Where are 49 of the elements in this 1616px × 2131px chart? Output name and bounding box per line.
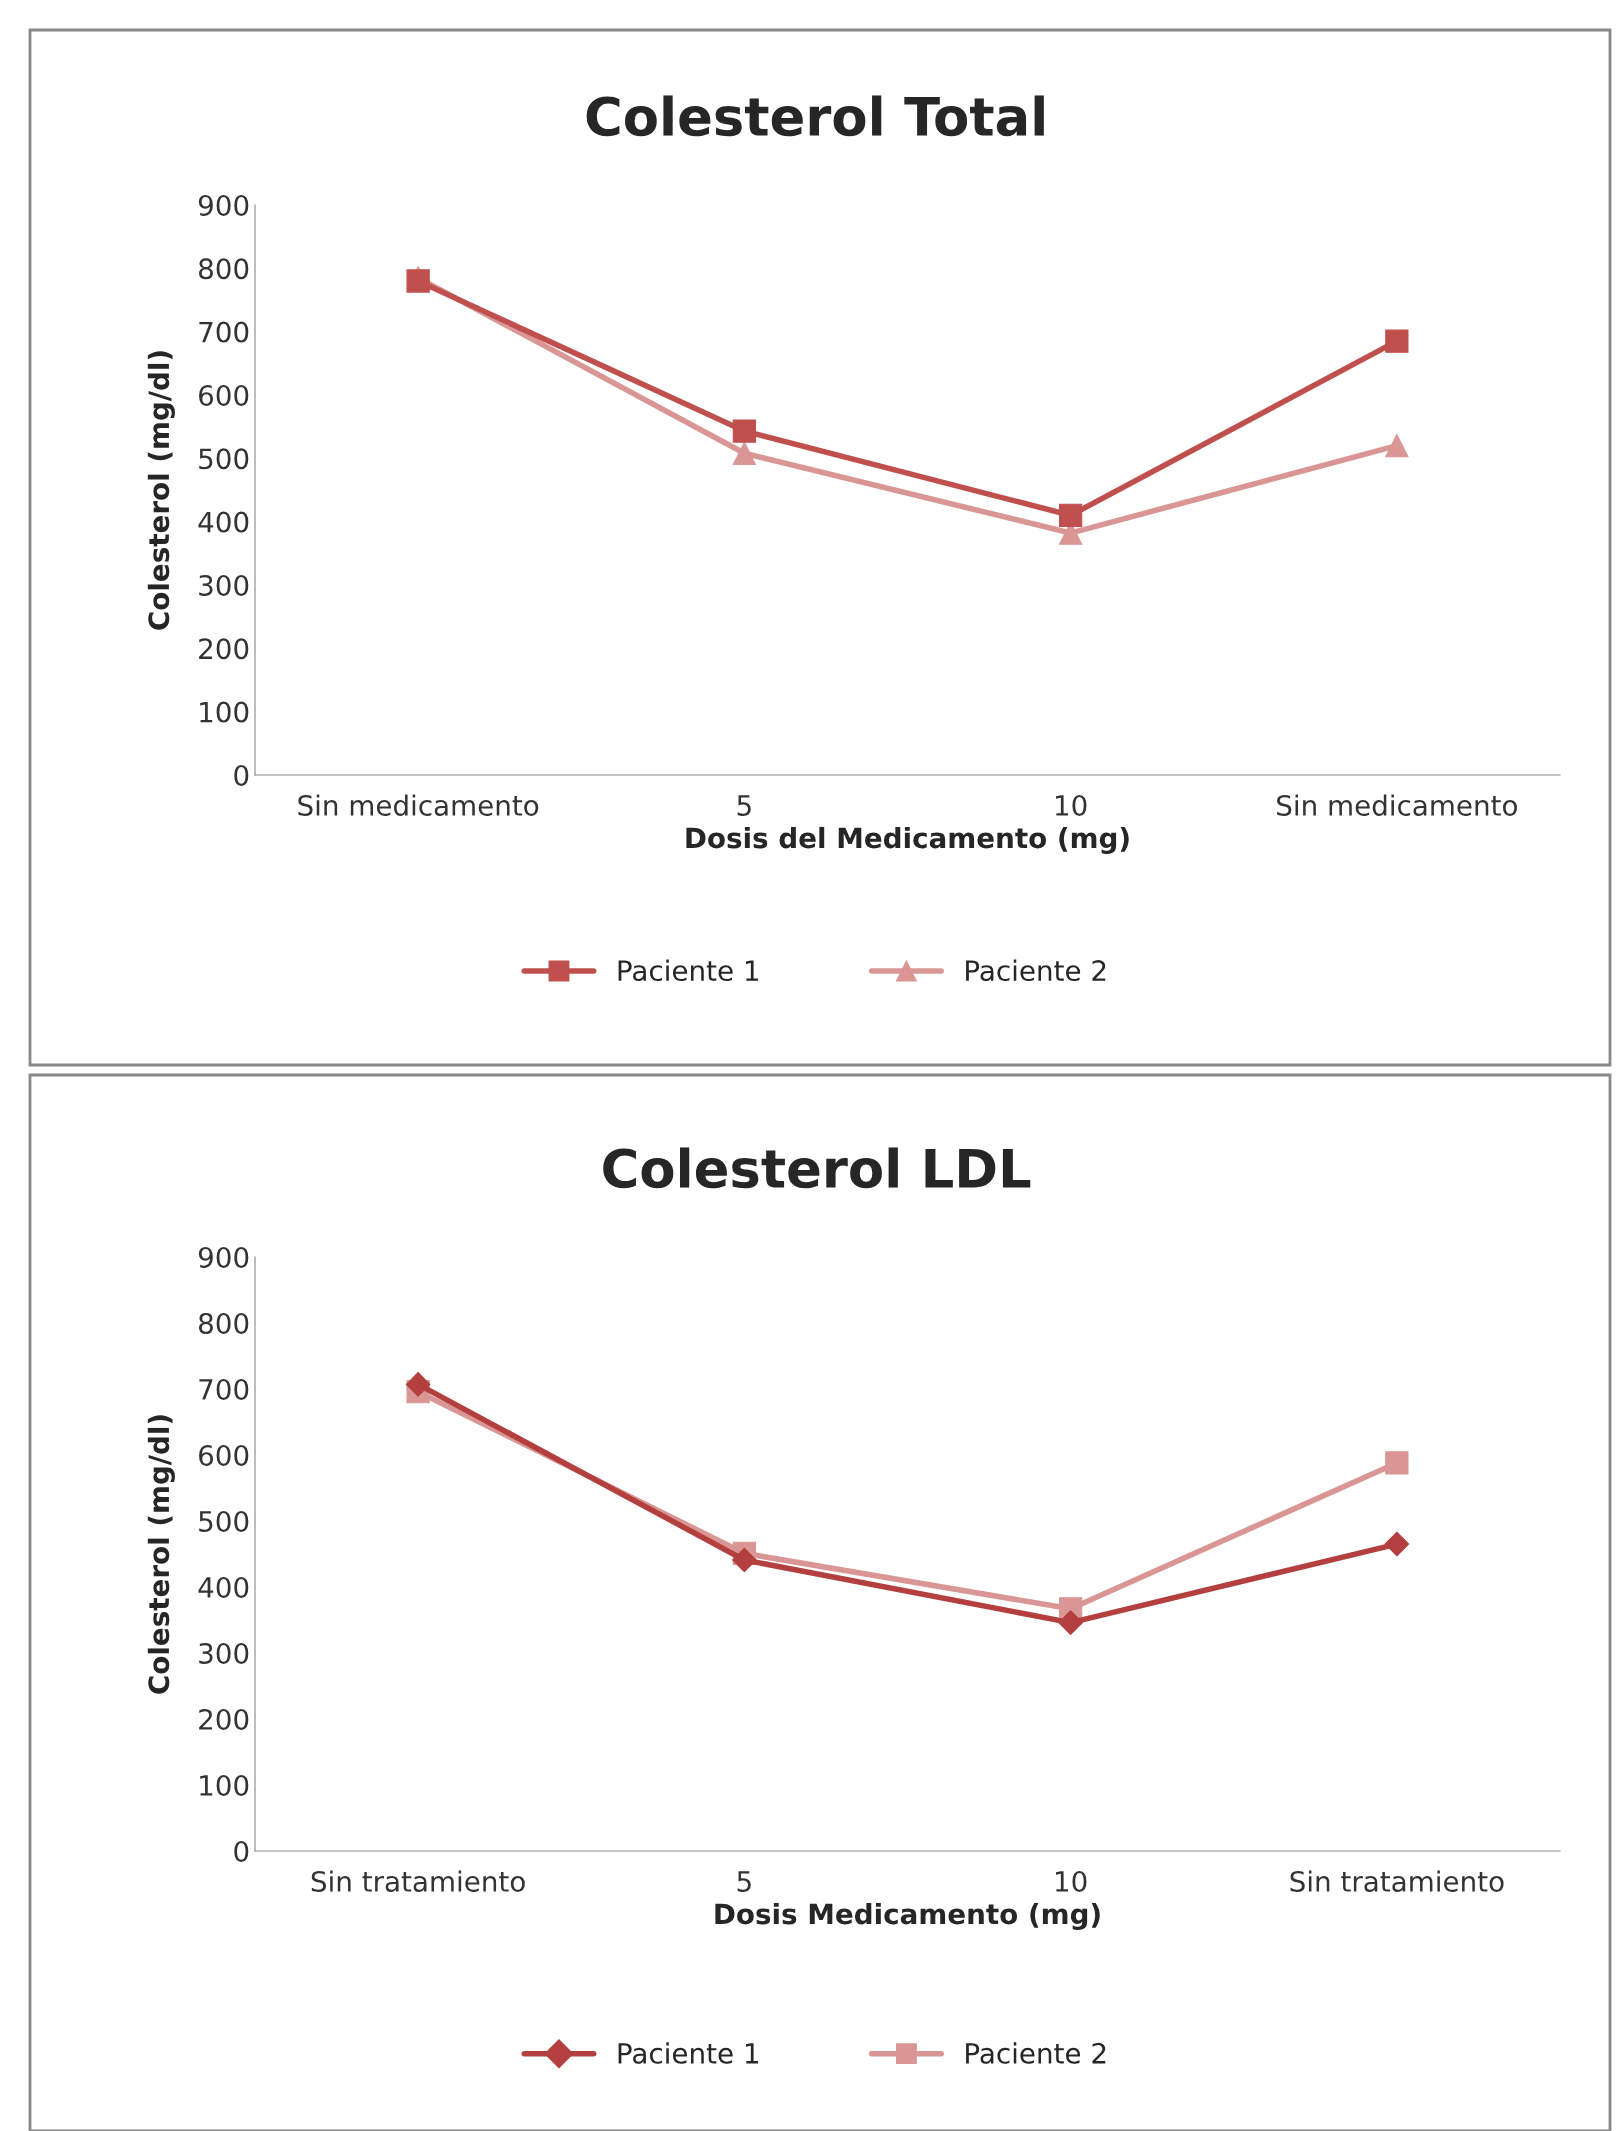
x-axis-title: Dosis Medicamento (mg) — [715, 1902, 1100, 1930]
point — [1058, 503, 1083, 527]
y-tick-label: 700 — [199, 1378, 249, 1400]
legend-label: Paciente 1 — [618, 959, 759, 982]
y-tick-label: 0 — [234, 764, 249, 786]
y-tick-label: 0 — [234, 1840, 249, 1862]
y-tick-label: 300 — [199, 1642, 249, 1664]
x-tick-label: Sin medicamento — [298, 794, 539, 816]
point — [1385, 1451, 1409, 1475]
point — [732, 419, 757, 443]
x-tick-label: Sin tratamiento — [311, 1870, 525, 1892]
y-axis-title: Colesterol (mg/dl) — [147, 1415, 175, 1694]
point — [1385, 434, 1409, 458]
y-tick-label: 500 — [199, 1510, 249, 1532]
y-tick-label: 900 — [198, 194, 249, 216]
y-tick-label: 500 — [199, 448, 249, 470]
point — [1384, 1531, 1410, 1557]
chart-title: Colesterol Total — [586, 95, 1044, 137]
point — [1058, 1610, 1083, 1635]
chart-title: Colesterol LDL — [603, 1147, 1031, 1189]
x-tick-label: Sin tratamiento — [1290, 1870, 1504, 1892]
x-tick-label: 10 — [1056, 794, 1087, 816]
y-tick-label: 100 — [200, 1774, 249, 1796]
legend-label: Paciente 1 — [618, 2042, 759, 2064]
y-tick-label: 800 — [199, 258, 249, 280]
legend-label: Paciente 2 — [966, 959, 1106, 982]
point — [732, 1547, 757, 1573]
y-tick-label: 300 — [199, 574, 249, 596]
y-tick-label: 400 — [198, 511, 249, 533]
point — [405, 1372, 431, 1397]
y-tick-label: 200 — [199, 638, 249, 660]
point — [406, 269, 430, 293]
y-tick-label: 200 — [199, 1708, 249, 1730]
x-axis-title: Dosis del Medicamento (mg) — [686, 826, 1129, 854]
point — [1385, 329, 1409, 353]
y-tick-label: 600 — [199, 1444, 249, 1466]
x-tick-label: Sin medicamento — [1277, 794, 1517, 816]
y-tick-label: 700 — [199, 321, 249, 343]
point — [732, 441, 757, 465]
y-tick-label: 400 — [198, 1576, 249, 1598]
x-tick-label: 10 — [1056, 1870, 1087, 1892]
y-tick-label: 100 — [200, 701, 249, 723]
x-tick-label: 5 — [737, 795, 751, 816]
y-tick-label: 800 — [199, 1312, 249, 1334]
legend-label: Paciente 2 — [966, 2042, 1106, 2064]
x-tick-label: 5 — [737, 1871, 751, 1892]
y-tick-label: 900 — [198, 1246, 249, 1268]
y-axis-title: Colesterol (mg/dl) — [147, 351, 175, 630]
y-tick-label: 600 — [199, 384, 249, 406]
